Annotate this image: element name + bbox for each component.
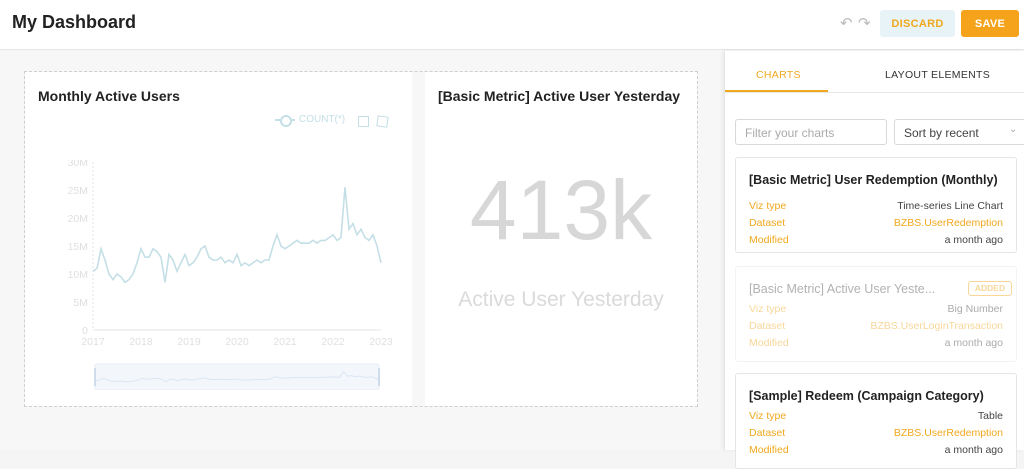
chart-title: [Basic Metric] Active User Yesterday	[438, 88, 681, 104]
chart-item-dataset-row: Dataset BZBS.UserLoginTransaction	[749, 320, 1003, 332]
y-tick-label: 20M	[68, 213, 88, 225]
active-tab-indicator	[725, 90, 828, 92]
x-tick-label: 2019	[177, 336, 201, 348]
viz-type-label: Viz type	[749, 303, 787, 315]
legend-marker-icon	[275, 114, 295, 127]
added-badge: ADDED	[968, 281, 1012, 296]
chart-item-modified-row: Modified a month ago	[749, 337, 1003, 349]
dataset-link[interactable]: BZBS.UserLoginTransaction	[870, 320, 1003, 332]
big-number-value: 413k	[469, 163, 653, 257]
x-tick-label: 2018	[129, 336, 153, 348]
dataset-label: Dataset	[749, 320, 786, 332]
modified-value: a month ago	[944, 234, 1003, 246]
x-tick-label: 2020	[225, 336, 249, 348]
modified-label: Modified	[749, 337, 789, 349]
zoom-slider-preview	[94, 370, 380, 383]
modified-label: Modified	[749, 444, 789, 456]
filter-charts-input[interactable]: Filter your charts	[735, 119, 887, 145]
sort-select[interactable]: Sort by recent	[894, 119, 1024, 145]
discard-button[interactable]: DISCARD	[880, 10, 955, 37]
undo-icon[interactable]: ↶	[840, 15, 853, 32]
chart-item-dataset-row: Dataset BZBS.UserRedemption	[749, 427, 1003, 439]
chart-item-dataset-row: Dataset BZBS.UserRedemption	[749, 217, 1003, 229]
chart-item-viz-row: Viz type Big Number	[749, 303, 1003, 315]
x-tick-label: 2022	[321, 336, 345, 348]
series-line	[92, 187, 382, 284]
y-tick-label: 15M	[68, 241, 88, 253]
dataset-link[interactable]: BZBS.UserRedemption	[893, 217, 1003, 229]
viz-type-label: Viz type	[749, 200, 787, 212]
chart-item-viz-row: Viz type Time-series Line Chart	[749, 200, 1003, 212]
dashboard-header: My Dashboard ↶ ↷ DISCARD SAVE	[0, 0, 1024, 50]
y-tick-label: 10M	[68, 269, 88, 281]
page-title: My Dashboard	[12, 12, 137, 32]
chart-legend[interactable]: COUNT(*)	[275, 114, 346, 127]
big-number-subheader: Active User Yesterday	[458, 288, 664, 311]
x-tick-label: 2023	[369, 336, 393, 348]
sidebar-chart-item[interactable]: [Basic Metric] Active User Yeste... ADDE…	[735, 266, 1017, 362]
chart-item-modified-row: Modified a month ago	[749, 234, 1003, 246]
zoom-handle-left	[94, 368, 96, 386]
sidebar-chart-item[interactable]: [Sample] Redeem (Campaign Category) Viz …	[735, 373, 1017, 469]
modified-value: a month ago	[944, 337, 1003, 349]
modified-label: Modified	[749, 234, 789, 246]
chart-item-title: [Basic Metric] User Redemption (Monthly)	[749, 173, 998, 187]
x-tick-label: 2021	[273, 336, 297, 348]
dataset-link[interactable]: BZBS.UserRedemption	[893, 427, 1003, 439]
zoom-reset-icon[interactable]	[376, 115, 389, 128]
viz-type-value: Table	[977, 410, 1003, 422]
dataset-label: Dataset	[749, 217, 786, 229]
chevron-down-icon: ⌄	[1009, 124, 1018, 135]
save-button[interactable]: SAVE	[961, 10, 1019, 37]
chart-title: Monthly Active Users	[38, 88, 180, 104]
viz-type-label: Viz type	[749, 410, 787, 422]
chart-item-title: [Sample] Redeem (Campaign Category)	[749, 389, 984, 403]
tab-charts[interactable]: CHARTS	[756, 69, 801, 81]
zoom-handle-right	[378, 368, 380, 386]
y-tick-label: 30M	[68, 160, 88, 169]
modified-value: a month ago	[944, 444, 1003, 456]
y-tick-label: 5M	[73, 297, 88, 309]
dataset-label: Dataset	[749, 427, 786, 439]
tab-layout-elements[interactable]: LAYOUT ELEMENTS	[885, 69, 991, 81]
sidebar-chart-item[interactable]: [Basic Metric] User Redemption (Monthly)…	[735, 157, 1017, 253]
line-chart: 0 5M 10M 15M 20M 25M 30M 2017 2018 2019 2020 2021 20…	[68, 160, 393, 390]
chart-item-viz-row: Viz type Table	[749, 410, 1003, 422]
viz-type-value: Time-series Line Chart	[897, 200, 1003, 212]
legend-label: COUNT(*)	[299, 114, 346, 125]
x-tick-label: 2017	[81, 336, 105, 348]
dashboard-grid-dropzone	[24, 71, 698, 407]
dashboard-canvas: Monthly Active Users COUNT(*) 0 5M 10M 15M 2…	[0, 51, 724, 450]
builder-sidebar: CHARTS LAYOUT ELEMENTS Filter your chart…	[724, 51, 1024, 469]
y-tick-label: 25M	[68, 185, 88, 197]
zoom-select-icon[interactable]	[358, 116, 369, 127]
y-tick-label: 0	[82, 325, 88, 337]
chart-item-title: [Basic Metric] Active User Yeste...	[749, 282, 936, 296]
redo-icon[interactable]: ↷	[858, 15, 871, 32]
chart-card-monthly-active-users[interactable]: Monthly Active Users COUNT(*) 0 5M 10M 15M 2…	[25, 72, 412, 406]
chart-item-modified-row: Modified a month ago	[749, 444, 1003, 456]
sidebar-tabs: CHARTS LAYOUT ELEMENTS	[725, 51, 1024, 93]
viz-type-value: Big Number	[947, 303, 1003, 315]
chart-card-active-user-yesterday[interactable]: [Basic Metric] Active User Yesterday 413…	[425, 72, 697, 406]
